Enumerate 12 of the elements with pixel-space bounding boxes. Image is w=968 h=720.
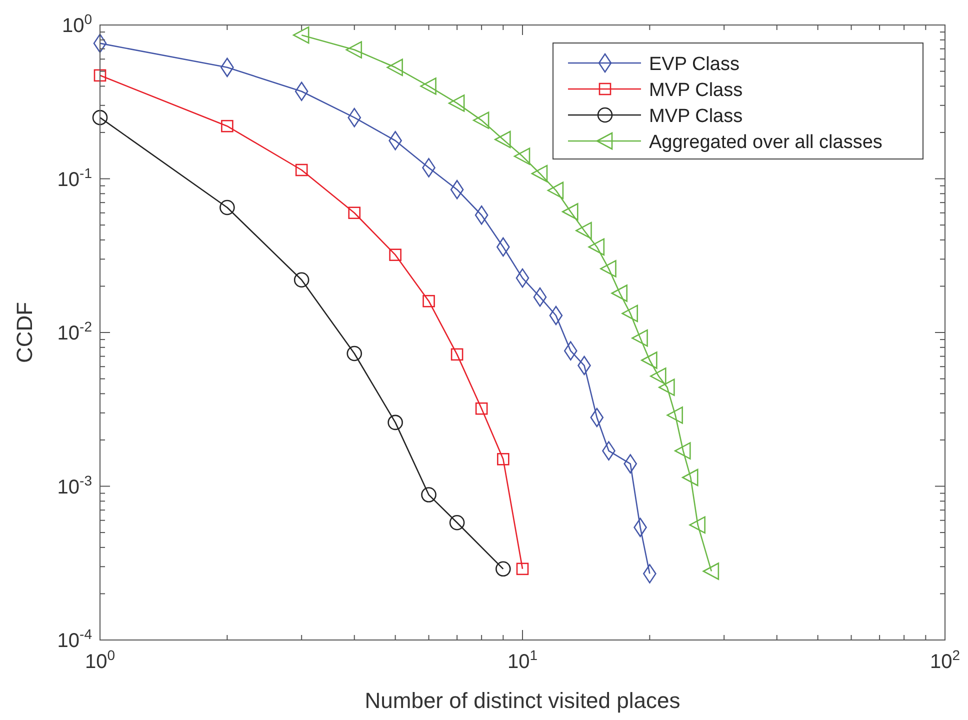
legend-label: MVP Class (649, 80, 743, 101)
x-tick-label: 10$^{1}$ (507, 647, 538, 673)
legend-label: EVP Class (649, 54, 740, 75)
y-tick-label: 10$^{-2}$ (57, 318, 92, 344)
legend-label: MVP Class (649, 106, 743, 127)
y-tick-label: 10$^{-1}$ (57, 164, 92, 191)
y-tick-label: 10$^{-3}$ (57, 472, 92, 498)
y-tick-label: 10$^{0}$ (62, 11, 92, 37)
legend-label: Aggregated over all classes (649, 132, 882, 153)
x-tick-label: 10$^{2}$ (930, 647, 960, 673)
y-axis-title: CCDF (12, 302, 37, 364)
x-axis-title: Number of distinct visited places (364, 688, 680, 713)
